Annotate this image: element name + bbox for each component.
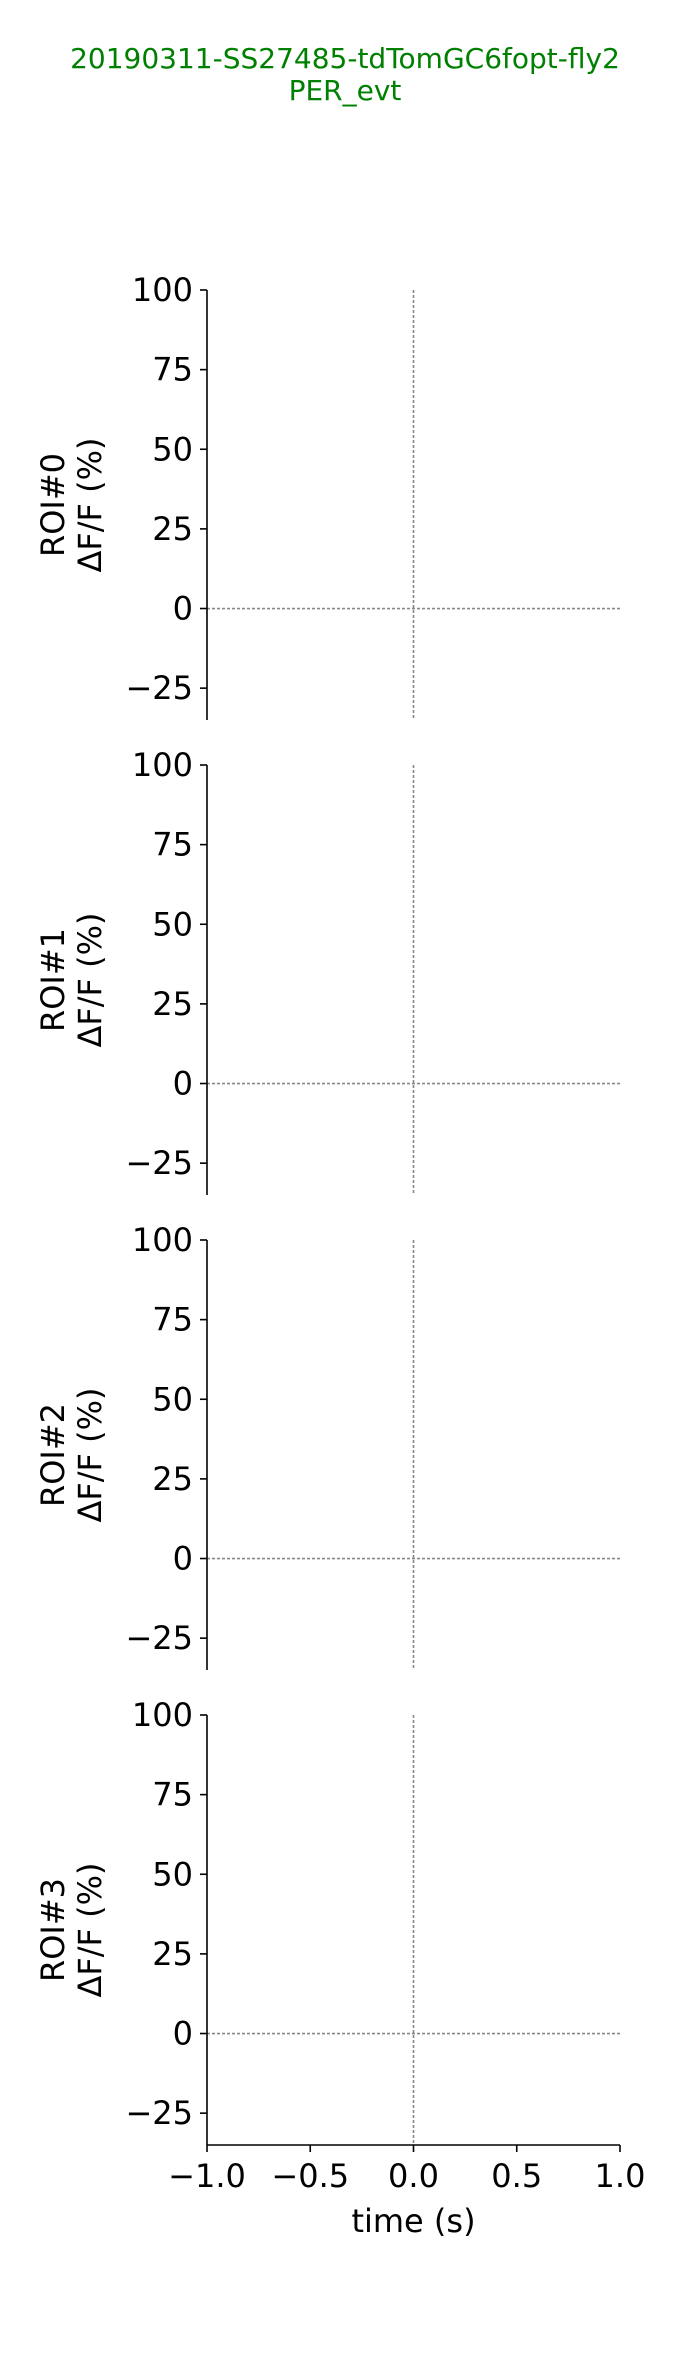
y-tick-label: 100 xyxy=(132,271,193,309)
roi-panel-2: 100 75 50 25 0 −25 ROI#2 ΔF/F (%) xyxy=(34,1221,620,1670)
figure-title-line2: PER_evt xyxy=(289,74,402,107)
y-tick-label: 50 xyxy=(152,1380,193,1418)
y-tick-label: 50 xyxy=(152,905,193,943)
y-tick-label: −25 xyxy=(125,2094,193,2132)
y-tick-label: 75 xyxy=(152,826,193,864)
x-axis-label: time (s) xyxy=(351,2202,475,2240)
y-axis-label-units: ΔF/F (%) xyxy=(71,1862,109,1997)
y-tick-label: 25 xyxy=(152,1460,193,1498)
y-axis-label-roi: ROI#0 xyxy=(34,453,72,557)
y-axis-label-units: ΔF/F (%) xyxy=(71,437,109,572)
y-tick-label: 25 xyxy=(152,510,193,548)
y-axis-label-units: ΔF/F (%) xyxy=(71,1387,109,1522)
x-tick-label: 0.5 xyxy=(491,2157,542,2195)
y-tick-label: 75 xyxy=(152,351,193,389)
y-tick-label: 25 xyxy=(152,985,193,1023)
roi-panel-1: 100 75 50 25 0 −25 ROI#1 ΔF/F (%) xyxy=(34,746,620,1195)
y-tick-label: −25 xyxy=(125,1144,193,1182)
y-tick-label: 50 xyxy=(152,1855,193,1893)
y-tick-label: 100 xyxy=(132,1696,193,1734)
y-axis-label-roi: ROI#2 xyxy=(34,1403,72,1507)
y-tick-label: 0 xyxy=(173,2015,193,2053)
y-tick-label: −25 xyxy=(125,1619,193,1657)
y-tick-label: 75 xyxy=(152,1301,193,1339)
y-tick-label: 50 xyxy=(152,430,193,468)
x-tick-label: 0.0 xyxy=(388,2157,439,2195)
y-axis-label-roi: ROI#3 xyxy=(34,1878,72,1982)
roi-panel-0: 100 75 50 25 0 −25 ROI#0 ΔF/F (%) xyxy=(34,271,620,720)
y-tick-label: 0 xyxy=(173,1540,193,1578)
y-tick-label: 75 xyxy=(152,1776,193,1814)
y-tick-label: 0 xyxy=(173,1065,193,1103)
y-tick-label: 100 xyxy=(132,1221,193,1259)
x-tick-label: −1.0 xyxy=(168,2157,246,2195)
y-tick-label: 100 xyxy=(132,746,193,784)
y-axis-label-roi: ROI#1 xyxy=(34,928,72,1032)
x-tick-label: 1.0 xyxy=(595,2157,646,2195)
y-tick-label: 25 xyxy=(152,1935,193,1973)
y-tick-label: 0 xyxy=(173,590,193,628)
y-axis-label-units: ΔF/F (%) xyxy=(71,912,109,1047)
roi-panel-3: 100 75 50 25 0 −25 ROI#3 ΔF/F (%) −1.0 −0.5 0.0 0.5… xyxy=(34,1696,645,2240)
y-tick-label: −25 xyxy=(125,669,193,707)
figure-title-line1: 20190311-SS27485-tdTomGC6fopt-fly2 xyxy=(70,42,620,75)
x-tick-label: −0.5 xyxy=(271,2157,349,2195)
